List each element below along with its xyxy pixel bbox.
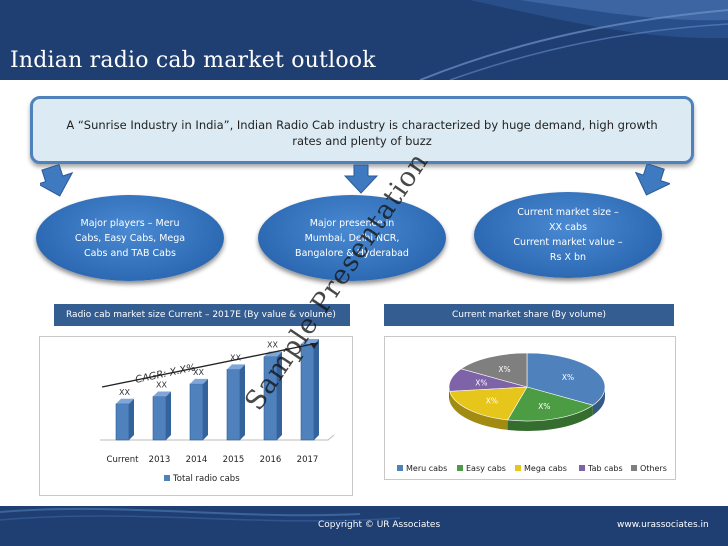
pie-legend-swatch: [631, 465, 637, 471]
pie-slice-label: X%: [475, 379, 487, 388]
pie-side-meru-cabs: [592, 387, 605, 416]
bar-chart: CAGR: X.X% XXCurrentXX2013XX2014XX2015XX…: [100, 328, 335, 484]
bar-category-tick: 2013: [149, 455, 171, 465]
pie-legend-swatch: [579, 465, 585, 471]
pie-legend-label: Easy cabs: [466, 464, 506, 473]
pie-legend-label: Mega cabs: [524, 464, 567, 473]
bar-data-label: XX: [267, 341, 278, 350]
copyright-text: Copyright © UR Associates: [318, 520, 441, 530]
pie-slice-label: X%: [486, 396, 498, 405]
bar-data-label: XX: [119, 388, 130, 397]
pie-legend-label: Others: [640, 464, 667, 473]
bar-chart-frame: CAGR: X.X% XXCurrentXX2013XX2014XX2015XX…: [39, 328, 353, 496]
cagr-arrow-head-icon: [310, 343, 318, 349]
bar-axis-floor: [100, 434, 335, 441]
slide-header: Indian radio cab market outlook: [0, 0, 728, 80]
summary-banner: A “Sunrise Industry in India”, Indian Ra…: [30, 96, 694, 164]
cagr-trend-arrow: [101, 342, 319, 388]
pie-slice-label: X%: [538, 402, 550, 411]
pie-slice-label: X%: [498, 365, 510, 374]
bar-category-tick: 2015: [223, 455, 245, 465]
bar-2013: [152, 391, 171, 441]
oval-major-players: Major players – Meru Cabs, Easy Cabs, Me…: [36, 195, 224, 281]
page-title: Indian radio cab market outlook: [10, 48, 376, 73]
bar-data-label: XX: [156, 381, 167, 390]
pie-slice-easy-cabs: [507, 386, 594, 422]
pie-legend: Meru cabs Easy cabs Mega cabs Tab cabs Other…: [397, 464, 667, 473]
oval-major-players-text: Major players – Meru Cabs, Easy Cabs, Me…: [74, 217, 186, 259]
bar-category-tick: 2017: [297, 455, 319, 465]
banner-text: A “Sunrise Industry in India”, Indian Ra…: [66, 118, 658, 148]
footer-swoosh-decoration: [0, 507, 401, 522]
pie-slice-label: X%: [562, 373, 574, 382]
down-left-arrow-icon: [40, 164, 74, 197]
pie-slice-mega-cabs: [449, 386, 528, 421]
pie-chart-title-text: Current market share (By volume): [452, 310, 606, 320]
pie-chart-frame: X% X% X% X% X% Meru cabs Easy cabs Mega cabs Tab…: [384, 336, 676, 480]
pie-side-easy-cabs: [507, 405, 593, 431]
bar-category-tick: 2016: [260, 455, 282, 465]
pie-legend-label: Tab cabs: [587, 464, 623, 473]
oval-major-presence: Major presence in Mumbai, Delhi NCR, Ban…: [258, 195, 446, 281]
pie-side-mega-cabs: [449, 391, 508, 430]
slide-footer: Copyright © UR Associates www.urassociat…: [0, 506, 728, 546]
pie-legend-label: Meru cabs: [406, 464, 447, 473]
bar-category-tick: 2014: [186, 455, 208, 465]
bar-2017: [300, 339, 319, 441]
bar-category-tick: Current: [107, 455, 140, 465]
pie-legend-swatch: [397, 465, 403, 471]
header-swoosh-decoration: [419, 0, 728, 80]
bar-chart-title: Radio cab market size Current – 2017E (B…: [54, 304, 350, 326]
bar-legend-label: Total radio cabs: [172, 474, 240, 484]
oval-market-size: Current market size – XX cabs Current ma…: [474, 192, 662, 278]
bar-current: [115, 398, 134, 441]
pie-legend-swatch: [457, 465, 463, 471]
bar-data-label: XX: [230, 353, 241, 362]
pie-slice-others: [460, 352, 528, 388]
bar-chart-title-text: Radio cab market size Current – 2017E (B…: [66, 310, 336, 320]
down-arrow-icon: [344, 164, 378, 194]
website-link[interactable]: www.urassociates.in: [617, 520, 709, 530]
down-right-arrow-icon: [634, 164, 670, 196]
bar-data-label: XX: [193, 368, 204, 377]
bar-2016: [263, 351, 282, 441]
pie-chart-title: Current market share (By volume): [384, 304, 674, 326]
pie-legend-swatch: [515, 465, 521, 471]
bar-legend-swatch: [164, 475, 170, 481]
bar-2014: [189, 378, 208, 441]
oval-market-size-text: Current market size – XX cabs Current ma…: [513, 207, 623, 263]
bar-2015: [226, 364, 245, 441]
pie-chart: X% X% X% X% X% Meru cabs Easy cabs Mega cabs Tab…: [397, 352, 667, 473]
bar-legend: Total radio cabs: [164, 474, 240, 484]
oval-major-presence-text: Major presence in Mumbai, Delhi NCR, Ban…: [295, 217, 409, 259]
